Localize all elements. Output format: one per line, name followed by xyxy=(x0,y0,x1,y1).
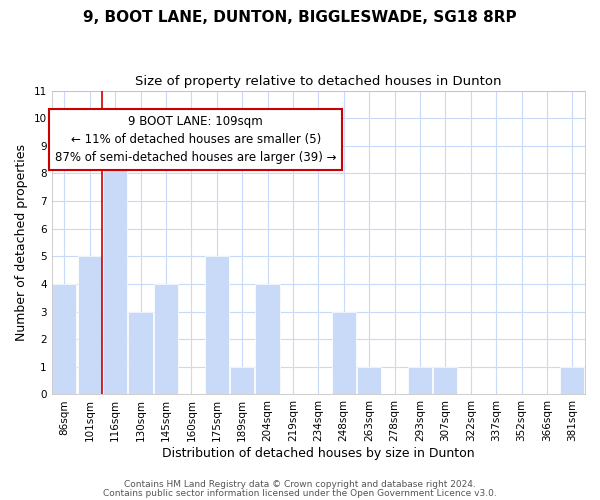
Y-axis label: Number of detached properties: Number of detached properties xyxy=(15,144,28,341)
Bar xyxy=(560,367,584,394)
Bar xyxy=(256,284,280,395)
Text: Contains HM Land Registry data © Crown copyright and database right 2024.: Contains HM Land Registry data © Crown c… xyxy=(124,480,476,489)
Bar xyxy=(77,256,102,394)
Text: Contains public sector information licensed under the Open Government Licence v3: Contains public sector information licen… xyxy=(103,488,497,498)
Title: Size of property relative to detached houses in Dunton: Size of property relative to detached ho… xyxy=(135,75,502,88)
Bar xyxy=(128,312,152,394)
Bar xyxy=(332,312,356,394)
Bar xyxy=(205,256,229,394)
Bar xyxy=(230,367,254,394)
Bar xyxy=(357,367,381,394)
Bar xyxy=(103,146,127,394)
Text: 9, BOOT LANE, DUNTON, BIGGLESWADE, SG18 8RP: 9, BOOT LANE, DUNTON, BIGGLESWADE, SG18 … xyxy=(83,10,517,25)
Bar xyxy=(408,367,432,394)
X-axis label: Distribution of detached houses by size in Dunton: Distribution of detached houses by size … xyxy=(162,447,475,460)
Bar xyxy=(433,367,457,394)
Text: 9 BOOT LANE: 109sqm
← 11% of detached houses are smaller (5)
87% of semi-detache: 9 BOOT LANE: 109sqm ← 11% of detached ho… xyxy=(55,115,337,164)
Bar xyxy=(154,284,178,395)
Bar xyxy=(52,284,76,395)
